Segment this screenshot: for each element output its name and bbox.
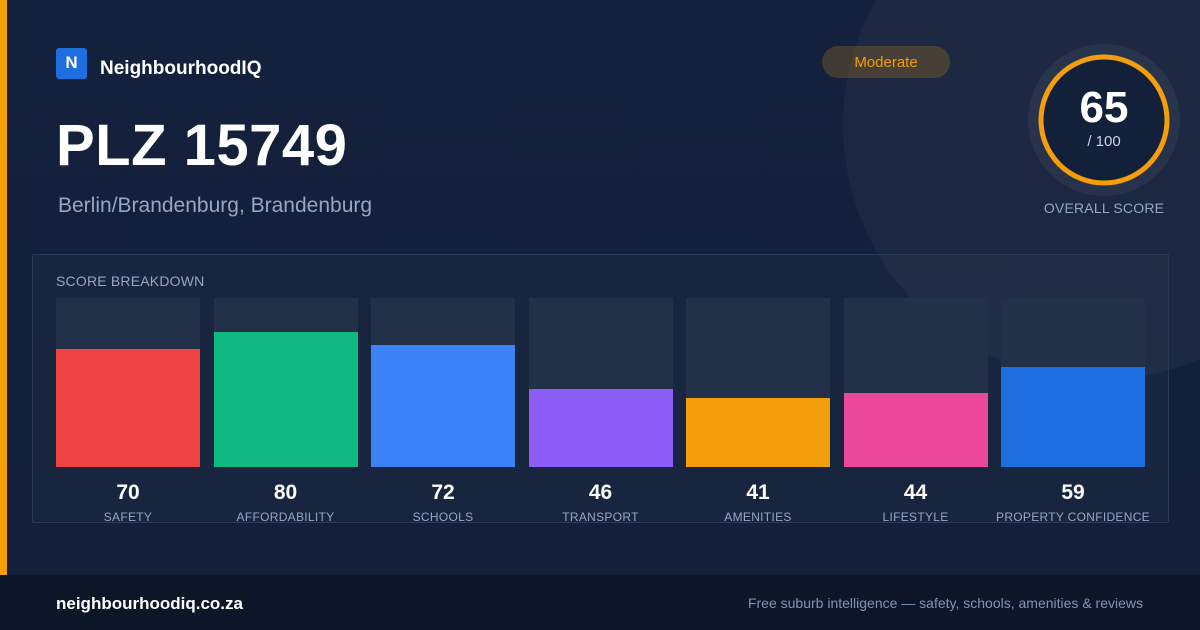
bar-label: LIFESTYLE <box>882 510 949 524</box>
footer: neighbourhoodiq.co.za Free suburb intell… <box>0 575 1200 630</box>
bar-track <box>1001 298 1145 467</box>
accent-strip <box>0 0 7 575</box>
page-title: PLZ 15749 <box>56 113 348 178</box>
bar-track <box>843 298 988 467</box>
rating-badge: Moderate <box>822 46 950 78</box>
bar-fill <box>1001 367 1145 467</box>
bar-fill <box>528 389 673 467</box>
footer-domain-link[interactable]: neighbourhoodiq.co.za <box>56 594 243 613</box>
breakdown-item-affordability: 80 AFFORDABILITY <box>213 255 358 524</box>
bar-fill <box>843 393 988 467</box>
score-ring-graphic <box>1028 44 1180 196</box>
bar-value: 46 <box>588 481 613 504</box>
bar-value: 59 <box>1061 481 1085 504</box>
bar-label: AMENITIES <box>724 510 792 524</box>
breakdown-title: SCORE BREAKDOWN <box>56 273 205 289</box>
footer-tagline: Free suburb intelligence — safety, schoo… <box>747 595 1143 611</box>
breakdown-item-schools: 72 SCHOOLS <box>371 255 515 524</box>
bar-fill <box>56 349 200 467</box>
bar-fill <box>213 332 358 467</box>
bar-label: AFFORDABILITY <box>236 510 335 524</box>
bar-label: PROPERTY CONFIDENCE <box>996 510 1150 524</box>
bar-track <box>213 298 358 467</box>
bar-value: 72 <box>431 481 455 504</box>
score-ring-arc <box>1038 54 1170 186</box>
bar-label: TRANSPORT <box>562 510 639 524</box>
bar-fill <box>371 345 515 467</box>
bar-fill <box>686 398 830 467</box>
overall-score-label: OVERALL SCORE <box>1043 200 1165 216</box>
bar-label: SAFETY <box>103 510 153 524</box>
brand-name: NeighbourhoodIQ <box>100 58 262 79</box>
brand: N NeighbourhoodIQ <box>56 46 261 80</box>
breakdown-item-amenities: 41 AMENITIES <box>686 255 830 524</box>
bar-track <box>528 298 673 467</box>
bar-value: 70 <box>116 481 140 504</box>
bar-track <box>686 298 830 467</box>
bar-value: 41 <box>746 481 770 504</box>
brand-logo-icon: N <box>56 47 87 79</box>
breakdown-item-transport: 46 TRANSPORT <box>528 255 673 524</box>
breakdown-item-lifestyle: 44 LIFESTYLE <box>843 255 988 524</box>
bar-label: SCHOOLS <box>412 510 474 524</box>
overall-score-value: 65 <box>1079 83 1129 132</box>
breakdown-item-safety: 70 SAFETY <box>56 255 200 524</box>
breakdown-item-property-confidence: 59 PROPERTY CONFIDENCE <box>996 255 1150 524</box>
overall-score-max: / 100 <box>1087 133 1121 150</box>
overall-score-ring: 65 / 100 <box>1028 44 1180 196</box>
score-breakdown-panel: SCORE BREAKDOWN 70 SAFETY 80 AFFORDABILITY 7… <box>32 254 1169 524</box>
bar-value: 80 <box>273 481 298 504</box>
bar-value: 44 <box>903 481 928 504</box>
bar-track <box>56 298 200 467</box>
location-subtitle: Berlin/Brandenburg, Brandenburg <box>58 194 373 217</box>
bar-track <box>371 298 515 467</box>
